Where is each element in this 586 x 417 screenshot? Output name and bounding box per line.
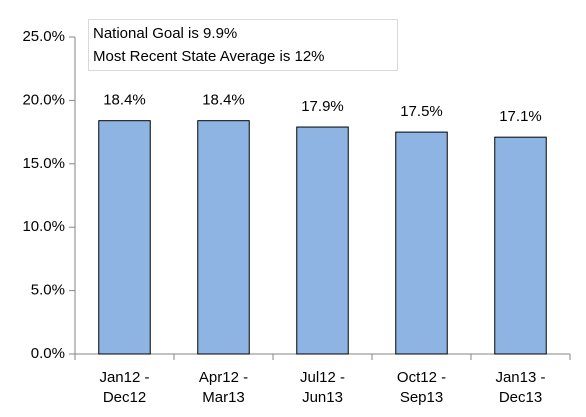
- y-tick-label: 15.0%: [22, 155, 65, 172]
- bar: [494, 136, 547, 355]
- y-tick-label: 5.0%: [31, 282, 65, 299]
- bar: [197, 120, 250, 355]
- bar: [395, 131, 448, 355]
- bar: [98, 120, 151, 355]
- bar: [296, 126, 349, 355]
- x-tick-label: Jan12 - Dec12: [99, 369, 150, 406]
- x-tick-label: Apr12 - Mar13: [198, 369, 249, 406]
- y-tick-label: 25.0%: [22, 28, 65, 45]
- x-tick-label: Jan13 - Dec13: [495, 369, 546, 406]
- data-label: 18.4%: [202, 92, 245, 109]
- y-tick-label: 10.0%: [22, 218, 65, 235]
- x-tick-label: Oct12 - Sep13: [396, 369, 447, 406]
- annotation-box: National Goal is 9.9% Most Recent State …: [88, 19, 398, 71]
- data-label: 17.5%: [400, 103, 443, 120]
- data-label: 17.9%: [301, 98, 344, 115]
- annotation: National Goal is 9.9%: [93, 25, 238, 42]
- y-tick-label: 0.0%: [31, 345, 65, 362]
- data-label: 17.1%: [499, 108, 542, 125]
- x-tick-label: Jul12 - Jun13: [299, 369, 346, 406]
- y-tick-label: 20.0%: [22, 91, 65, 108]
- annotation: Most Recent State Average is 12%: [93, 48, 325, 65]
- data-label: 18.4%: [103, 92, 146, 109]
